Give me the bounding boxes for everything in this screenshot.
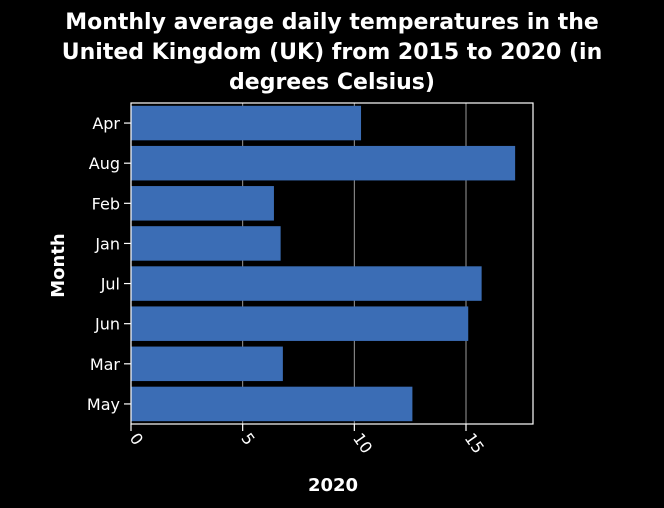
y-tick-label-mar: Mar (90, 355, 121, 374)
plot-frame (130, 102, 534, 425)
y-tick-label-jun: Jun (94, 315, 120, 334)
x-tick-label-10: 10 (349, 429, 376, 457)
chart-title-line-2: United Kingdom (UK) from 2015 to 2020 (i… (62, 40, 602, 65)
chart-title-line-1: Monthly average daily temperatures in th… (65, 10, 599, 35)
x-axis-ticks: 0 5 10 15 (126, 424, 488, 457)
y-tick-label-jul: Jul (100, 275, 120, 294)
y-tick-label-apr: Apr (92, 114, 120, 133)
chart-title-line-3: degrees Celsius) (229, 70, 435, 95)
y-axis-label: Month (48, 233, 69, 298)
chart-title: Monthly average daily temperatures in th… (62, 10, 602, 95)
y-tick-label-may: May (87, 395, 120, 414)
bar-jan (131, 226, 281, 261)
y-tick-label-feb: Feb (92, 194, 120, 213)
bar-jun (131, 306, 469, 341)
bar-feb (131, 186, 274, 221)
x-axis-label: 2020 (308, 475, 358, 496)
bar-mar (131, 346, 283, 382)
x-tick-label-15: 15 (461, 429, 488, 457)
bar-aug (131, 145, 516, 181)
y-tick-label-aug: Aug (89, 154, 120, 173)
bar-jul (131, 266, 482, 301)
bar-may (131, 386, 413, 422)
x-tick-label-5: 5 (237, 429, 258, 448)
x-tick-label-0: 0 (126, 429, 147, 448)
bar-apr (131, 105, 362, 141)
y-axis-ticks: Apr Aug Feb Jan Jul Jun Mar May (87, 114, 131, 414)
y-tick-label-jan: Jan (94, 234, 120, 253)
bars (131, 105, 516, 422)
